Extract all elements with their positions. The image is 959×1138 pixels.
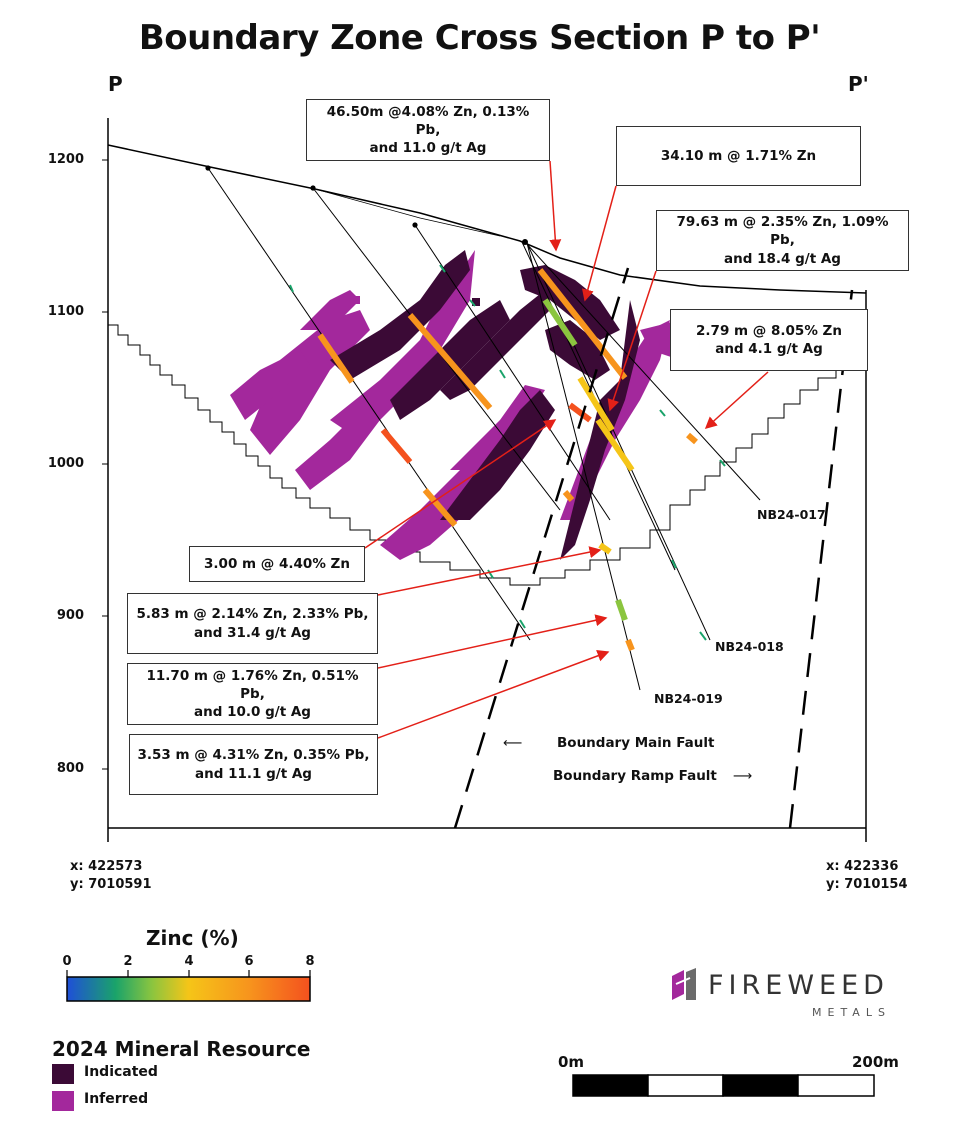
brand-sub: METALS (812, 1006, 891, 1019)
callout-c6: 5.83 m @ 2.14% Zn, 2.33% Pb, and 31.4 g/t… (127, 593, 378, 654)
drill-hole-label-nb24-019: NB24-019 (654, 691, 723, 706)
callout-c4: 2.79 m @ 8.05% Zn and 4.1 g/t Ag (670, 309, 868, 371)
main-fault-arrow: ⟵ (503, 735, 523, 751)
ramp-fault-arrow: ⟶ (733, 768, 753, 784)
drill-hole-label-nb24-018: NB24-018 (715, 639, 784, 654)
section-start-label: P (108, 72, 123, 96)
coord-right: x: 422336 y: 7010154 (826, 859, 908, 893)
scale-end-label: 200m (852, 1053, 899, 1071)
zinc-tick-6: 6 (244, 954, 254, 969)
zinc-assay-intervals (317, 268, 698, 652)
zinc-legend-title: Zinc (%) (146, 926, 239, 950)
section-end-label: P' (848, 72, 869, 96)
callout-arrows (364, 160, 769, 739)
indicated-swatch (52, 1064, 74, 1084)
y-tick-800: 800 (56, 761, 84, 776)
callout-c7: 11.70 m @ 1.76% Zn, 0.51% Pb, and 10.0 g/… (127, 663, 378, 725)
zinc-tick-8: 8 (305, 954, 315, 969)
boundary-main-fault (453, 267, 630, 829)
drill-hole-label-nb24-017: NB24-017 (757, 507, 826, 522)
fireweed-logo-icon (672, 968, 696, 1000)
scale-bar-graphic (572, 1074, 875, 1097)
callout-c5: 3.00 m @ 4.40% Zn (189, 546, 365, 582)
inferred-label: Inferred (84, 1091, 149, 1107)
resource-legend-title: 2024 Mineral Resource (52, 1037, 311, 1061)
indicated-label: Indicated (84, 1064, 158, 1080)
main-fault-label: Boundary Main Fault (557, 735, 715, 751)
y-tick-1000: 1000 (47, 456, 84, 471)
callout-c3: 79.63 m @ 2.35% Zn, 1.09% Pb, and 18.4 g/… (656, 210, 909, 271)
low-grade-assay-ticks (289, 264, 726, 641)
callout-c8: 3.53 m @ 4.31% Zn, 0.35% Pb, and 11.1 g/t… (129, 734, 378, 795)
page-title: Boundary Zone Cross Section P to P' (138, 18, 821, 58)
y-tick-1100: 1100 (47, 304, 84, 319)
inferred-swatch (52, 1091, 74, 1111)
coord-left: x: 422573 y: 7010591 (70, 859, 152, 893)
callout-c2: 34.10 m @ 1.71% Zn (616, 126, 861, 186)
y-tick-1200: 1200 (47, 152, 84, 167)
ramp-fault-label: Boundary Ramp Fault (553, 768, 717, 784)
zinc-tick-2: 2 (123, 954, 133, 969)
collar-points (205, 165, 528, 245)
scale-start-label: 0m (558, 1053, 585, 1071)
callout-c1: 46.50m @4.08% Zn, 0.13% Pb, and 11.0 g/t … (306, 99, 550, 161)
zinc-tick-4: 4 (184, 954, 194, 969)
boundary-ramp-fault (788, 289, 854, 829)
zinc-tick-0: 0 (62, 954, 72, 969)
zinc-colorbar (66, 976, 311, 1002)
brand-name: FIREWEED (708, 970, 889, 1001)
y-tick-900: 900 (56, 608, 84, 623)
topography-line (107, 144, 867, 294)
